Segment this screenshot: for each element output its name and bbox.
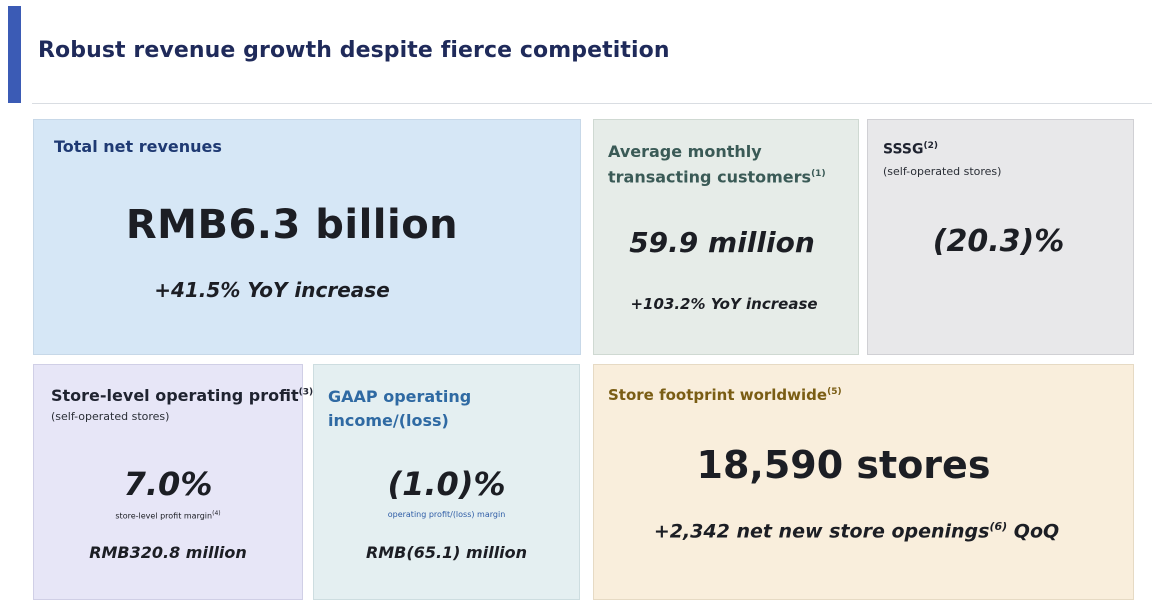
store-profit-footnote: (3) [298, 387, 314, 398]
store-profit-label-text: Store-level operating profit [51, 386, 299, 405]
store-profit-card: Store-level operating profit(3) (self-op… [33, 364, 313, 600]
accent-bar [8, 6, 21, 103]
store-profit-sublabel: (self-operated stores) [51, 410, 170, 423]
gaap-label-line1: GAAP operating [328, 387, 472, 406]
customers-label-line2-text: transacting customers [608, 167, 812, 187]
customers-footnote: (1) [811, 169, 826, 179]
gaap-label-line2: income/(loss) [328, 411, 449, 430]
customers-label-line2: transacting customers(1) [608, 163, 826, 188]
footprint-card: Store footprint worldwide(5) 18,590 stor… [593, 364, 1134, 600]
gaap-amount: RMB(65.1) million [365, 543, 528, 562]
revenue-value: RMB6.3 billion [125, 202, 459, 248]
store-profit-label: Store-level operating profit(3) [51, 386, 313, 405]
footprint-change: +2,342 net new store openings(6) QoQ [580, 520, 1133, 542]
store-profit-caption-footnote: (4) [212, 510, 221, 517]
gaap-caption: operating profit/(loss) margin [387, 510, 506, 519]
gaap-value: (1.0)% [387, 465, 506, 503]
gaap-card: GAAP operating income/(loss) (1.0)% oper… [313, 364, 580, 600]
title-divider [32, 103, 1152, 104]
page-title: Robust revenue growth despite fierce com… [38, 38, 670, 63]
sssg-card: SSSG(2) (self-operated stores) (20.3)% [867, 119, 1134, 355]
footprint-label-text: Store footprint worldwide [608, 386, 828, 404]
store-profit-caption-text: store-level profit margin [115, 511, 213, 521]
customers-label: Average monthly transacting customers(1) [608, 140, 826, 188]
revenue-label: Total net revenues [54, 137, 222, 156]
gaap-label: GAAP operating income/(loss) [328, 385, 471, 433]
store-profit-caption: store-level profit margin(4) [34, 510, 302, 521]
revenue-change: +41.5% YoY increase [154, 278, 390, 302]
store-profit-amount: RMB320.8 million [89, 543, 247, 562]
customers-change: +103.2% YoY increase [630, 295, 818, 313]
sssg-label-text: SSSG [883, 141, 924, 158]
sssg-sublabel: (self-operated stores) [883, 165, 1002, 178]
sssg-footnote: (2) [923, 141, 938, 151]
footprint-change-footnote: (6) [989, 520, 1008, 533]
footprint-change-text: +2,342 net new store openings [653, 520, 990, 543]
footprint-value: 18,590 stores [696, 443, 991, 487]
sssg-value: (20.3)% [932, 224, 1065, 259]
footprint-footnote: (5) [827, 387, 842, 397]
revenue-card: Total net revenues RMB6.3 billion +41.5%… [33, 119, 581, 355]
store-profit-value: 7.0% [123, 465, 213, 503]
customers-value: 59.9 million [629, 226, 815, 259]
footprint-label: Store footprint worldwide(5) [608, 386, 842, 404]
customers-label-line1: Average monthly [608, 142, 762, 161]
sssg-label: SSSG(2) [883, 141, 938, 158]
footprint-change-suffix: QoQ [1007, 520, 1060, 543]
customers-card: Average monthly transacting customers(1)… [593, 119, 859, 355]
